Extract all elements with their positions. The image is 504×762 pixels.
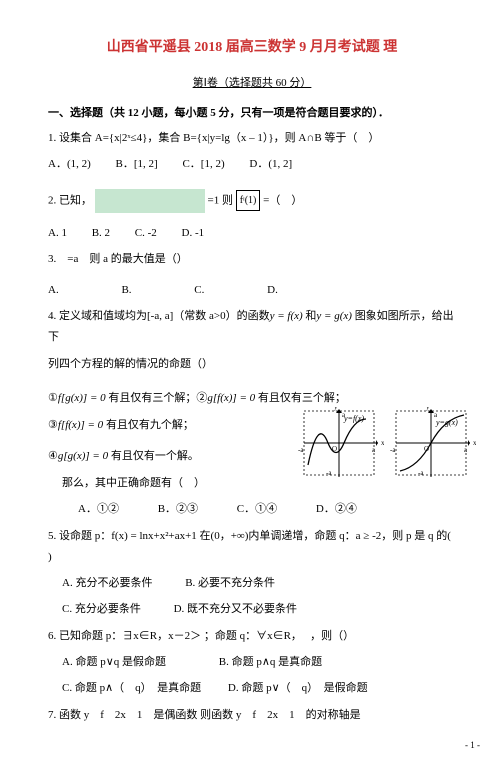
q2-option-d: D. -1 xyxy=(182,227,205,239)
q5-option-c: C. 充分必要条件 xyxy=(62,600,141,616)
q3-option-b: B. xyxy=(121,284,131,296)
q1-option-c: C．[1, 2) xyxy=(182,155,224,171)
q1-option-b: B．[1, 2] xyxy=(116,155,158,171)
q4-circle-3: ③f[f(x)] = 0 有且仅有九个解； xyxy=(48,415,248,436)
q4-circle-12: ①f[g(x)] = 0 有且仅有三个解；②g[f(x)] = 0 有且仅有三个… xyxy=(48,388,456,409)
q4-c3a: ③ xyxy=(48,419,58,431)
q4-y1: y = f(x) xyxy=(270,310,303,322)
q4-c1a: ① xyxy=(48,392,58,404)
exam-subtitle: 第Ⅰ卷（选择题共 60 分） xyxy=(48,74,456,90)
graph-f-ynega: -a xyxy=(326,469,332,477)
graph-f-a: a xyxy=(372,446,376,454)
q4-option-c: C．①④ xyxy=(237,500,277,516)
question-4-options: A．①② B．②③ C．①④ D．②④ xyxy=(78,500,456,516)
q4-c3f: f[f(x)] = 0 xyxy=(58,419,103,431)
q6-option-b: B. 命题 p∧q 是真命题 xyxy=(219,653,322,669)
graph-f-nega: -a xyxy=(298,446,304,454)
question-6-options-ab: A. 命题 p∨q 是假命题 B. 命题 p∧q 是真命题 xyxy=(62,653,456,669)
q4-c1f: f[g(x)] = 0 xyxy=(58,392,106,404)
graph-g-y: y xyxy=(426,407,430,411)
graph-g-a: a xyxy=(464,446,468,454)
q1-option-d: D．(1, 2] xyxy=(249,155,292,171)
question-2-options: A. 1 B. 2 C. -2 D. -1 xyxy=(48,227,456,239)
q2-prefix: 2. 已知， xyxy=(48,194,92,206)
question-4-line2: 列四个方程的解的情况的命题（） xyxy=(48,354,456,375)
graph-f-x: x xyxy=(381,439,384,447)
q4-l1a: 4. 定义域和值域均为[-a, a]（常数 a>0）的函数 xyxy=(48,310,270,322)
q5-option-a: A. 充分不必要条件 xyxy=(62,574,152,590)
q1-option-a: A．(1, 2) xyxy=(48,155,91,171)
q4-option-b: B．②③ xyxy=(158,500,198,516)
question-7: 7. 函数 y f 2x 1 是偶函数 则函数 y f 2x 1 的对称轴是 xyxy=(48,705,456,726)
q2-suffix: =（ ） xyxy=(263,194,302,206)
question-1: 1. 设集合 A={x|2ˣ≤4}，集合 B={x|y=lg（x – 1）}，则… xyxy=(48,128,456,149)
q4-option-a: A．①② xyxy=(78,500,119,516)
question-6-options-cd: C. 命题 p∧（ q） 是真命题 D. 命题 p∨（ q） 是假命题 xyxy=(62,679,456,695)
q4-option-d: D．②④ xyxy=(316,500,357,516)
question-5-options-ab: A. 充分不必要条件 B. 必要不充分条件 xyxy=(62,574,456,590)
exam-page: 山西省平遥县 2018 届高三数学 9 月月考试题 理 第Ⅰ卷（选择题共 60 … xyxy=(0,0,504,762)
q4-and: 和 xyxy=(305,310,316,322)
graph-g-ynega: -a xyxy=(418,469,424,477)
question-5-options-cd: C. 充分必要条件 D. 既不充分又不必要条件 xyxy=(62,600,456,616)
exam-title: 山西省平遥县 2018 届高三数学 9 月月考试题 理 xyxy=(48,36,456,56)
q2-mid: =1 则 xyxy=(208,194,236,206)
q4-c1t: 有且仅有三个解；② xyxy=(106,392,208,404)
q4-c4a: ④ xyxy=(48,450,58,462)
graph-g-x: x xyxy=(473,439,476,447)
graph-g-label: y=g(x) xyxy=(435,418,458,427)
q3-option-c: C. xyxy=(194,284,204,296)
q4-graph-g: y=g(x) O a -a a -a x y xyxy=(388,407,476,485)
q4-c4t: 有且仅有一个解。 xyxy=(108,450,199,462)
question-1-options: A．(1, 2) B．[1, 2] C．[1, 2) D．(1, 2] xyxy=(48,155,456,171)
q6-option-c: C. 命题 p∧（ q） 是真命题 xyxy=(62,679,201,695)
q4-c4f: g[g(x)] = 0 xyxy=(58,450,108,462)
q5-option-d: D. 既不充分又不必要条件 xyxy=(174,600,297,616)
q3-option-d: D. xyxy=(267,284,278,296)
q4-c3t: 有且仅有九个解； xyxy=(103,419,194,431)
question-3-options: A. B. C. D. xyxy=(48,284,456,296)
q3-option-a: A. xyxy=(48,284,59,296)
page-number: - 1 - xyxy=(465,740,480,750)
graph-f-y: y xyxy=(334,407,338,411)
q2-green-highlight xyxy=(95,189,205,213)
question-2: 2. 已知， =1 则 fᶦ(1) =（ ） xyxy=(48,189,456,213)
q2-formula-box: fᶦ(1) xyxy=(236,190,261,211)
question-6: 6. 已知命题 p：∃x∈R，x－2＞ ；命题 q：∀x∈R， ，则（） xyxy=(48,626,456,647)
q4-then: 那么，其中正确命题有（ ） xyxy=(62,473,248,494)
q4-row-3-4-graphs: ③f[f(x)] = 0 有且仅有九个解； ④g[g(x)] = 0 有且仅有一… xyxy=(48,415,456,494)
question-4-line1: 4. 定义域和值域均为[-a, a]（常数 a>0）的函数y = f(x) 和y… xyxy=(48,306,456,348)
q6-option-d: D. 命题 p∨（ q） 是假命题 xyxy=(228,679,368,695)
q4-y2: y = g(x) xyxy=(316,310,352,322)
question-3: 3. =a 则 a 的最大值是（） xyxy=(48,249,456,270)
q2-option-b: B. 2 xyxy=(92,227,110,239)
graph-g-O: O xyxy=(424,445,429,453)
q2-option-a: A. 1 xyxy=(48,227,67,239)
q4-graphs: y=f(x) O a -a a -a x y y=g(x) O a -a xyxy=(296,407,476,485)
q6-option-a: A. 命题 p∨q 是假命题 xyxy=(62,653,166,669)
graph-f-O: O xyxy=(332,445,337,453)
graph-f-label: y=f(x) xyxy=(343,414,364,423)
q4-graph-f: y=f(x) O a -a a -a x y xyxy=(296,407,384,485)
q5-option-b: B. 必要不充分条件 xyxy=(185,574,275,590)
graph-g-nega: -a xyxy=(390,446,396,454)
q2-option-c: C. -2 xyxy=(135,227,157,239)
q4-c2f: g[f(x)] = 0 xyxy=(207,392,255,404)
q4-c2t: 有且仅有三个解； xyxy=(255,392,346,404)
question-5: 5. 设命题 p：f(x) = lnx+x²+ax+1 在(0，+∞)内单调递增… xyxy=(48,526,456,568)
section-1-heading: 一、选择题（共 12 小题，每小题 5 分，只有一项是符合题目要求的）． xyxy=(48,104,456,120)
q4-circle-4: ④g[g(x)] = 0 有且仅有一个解。 xyxy=(48,446,248,467)
